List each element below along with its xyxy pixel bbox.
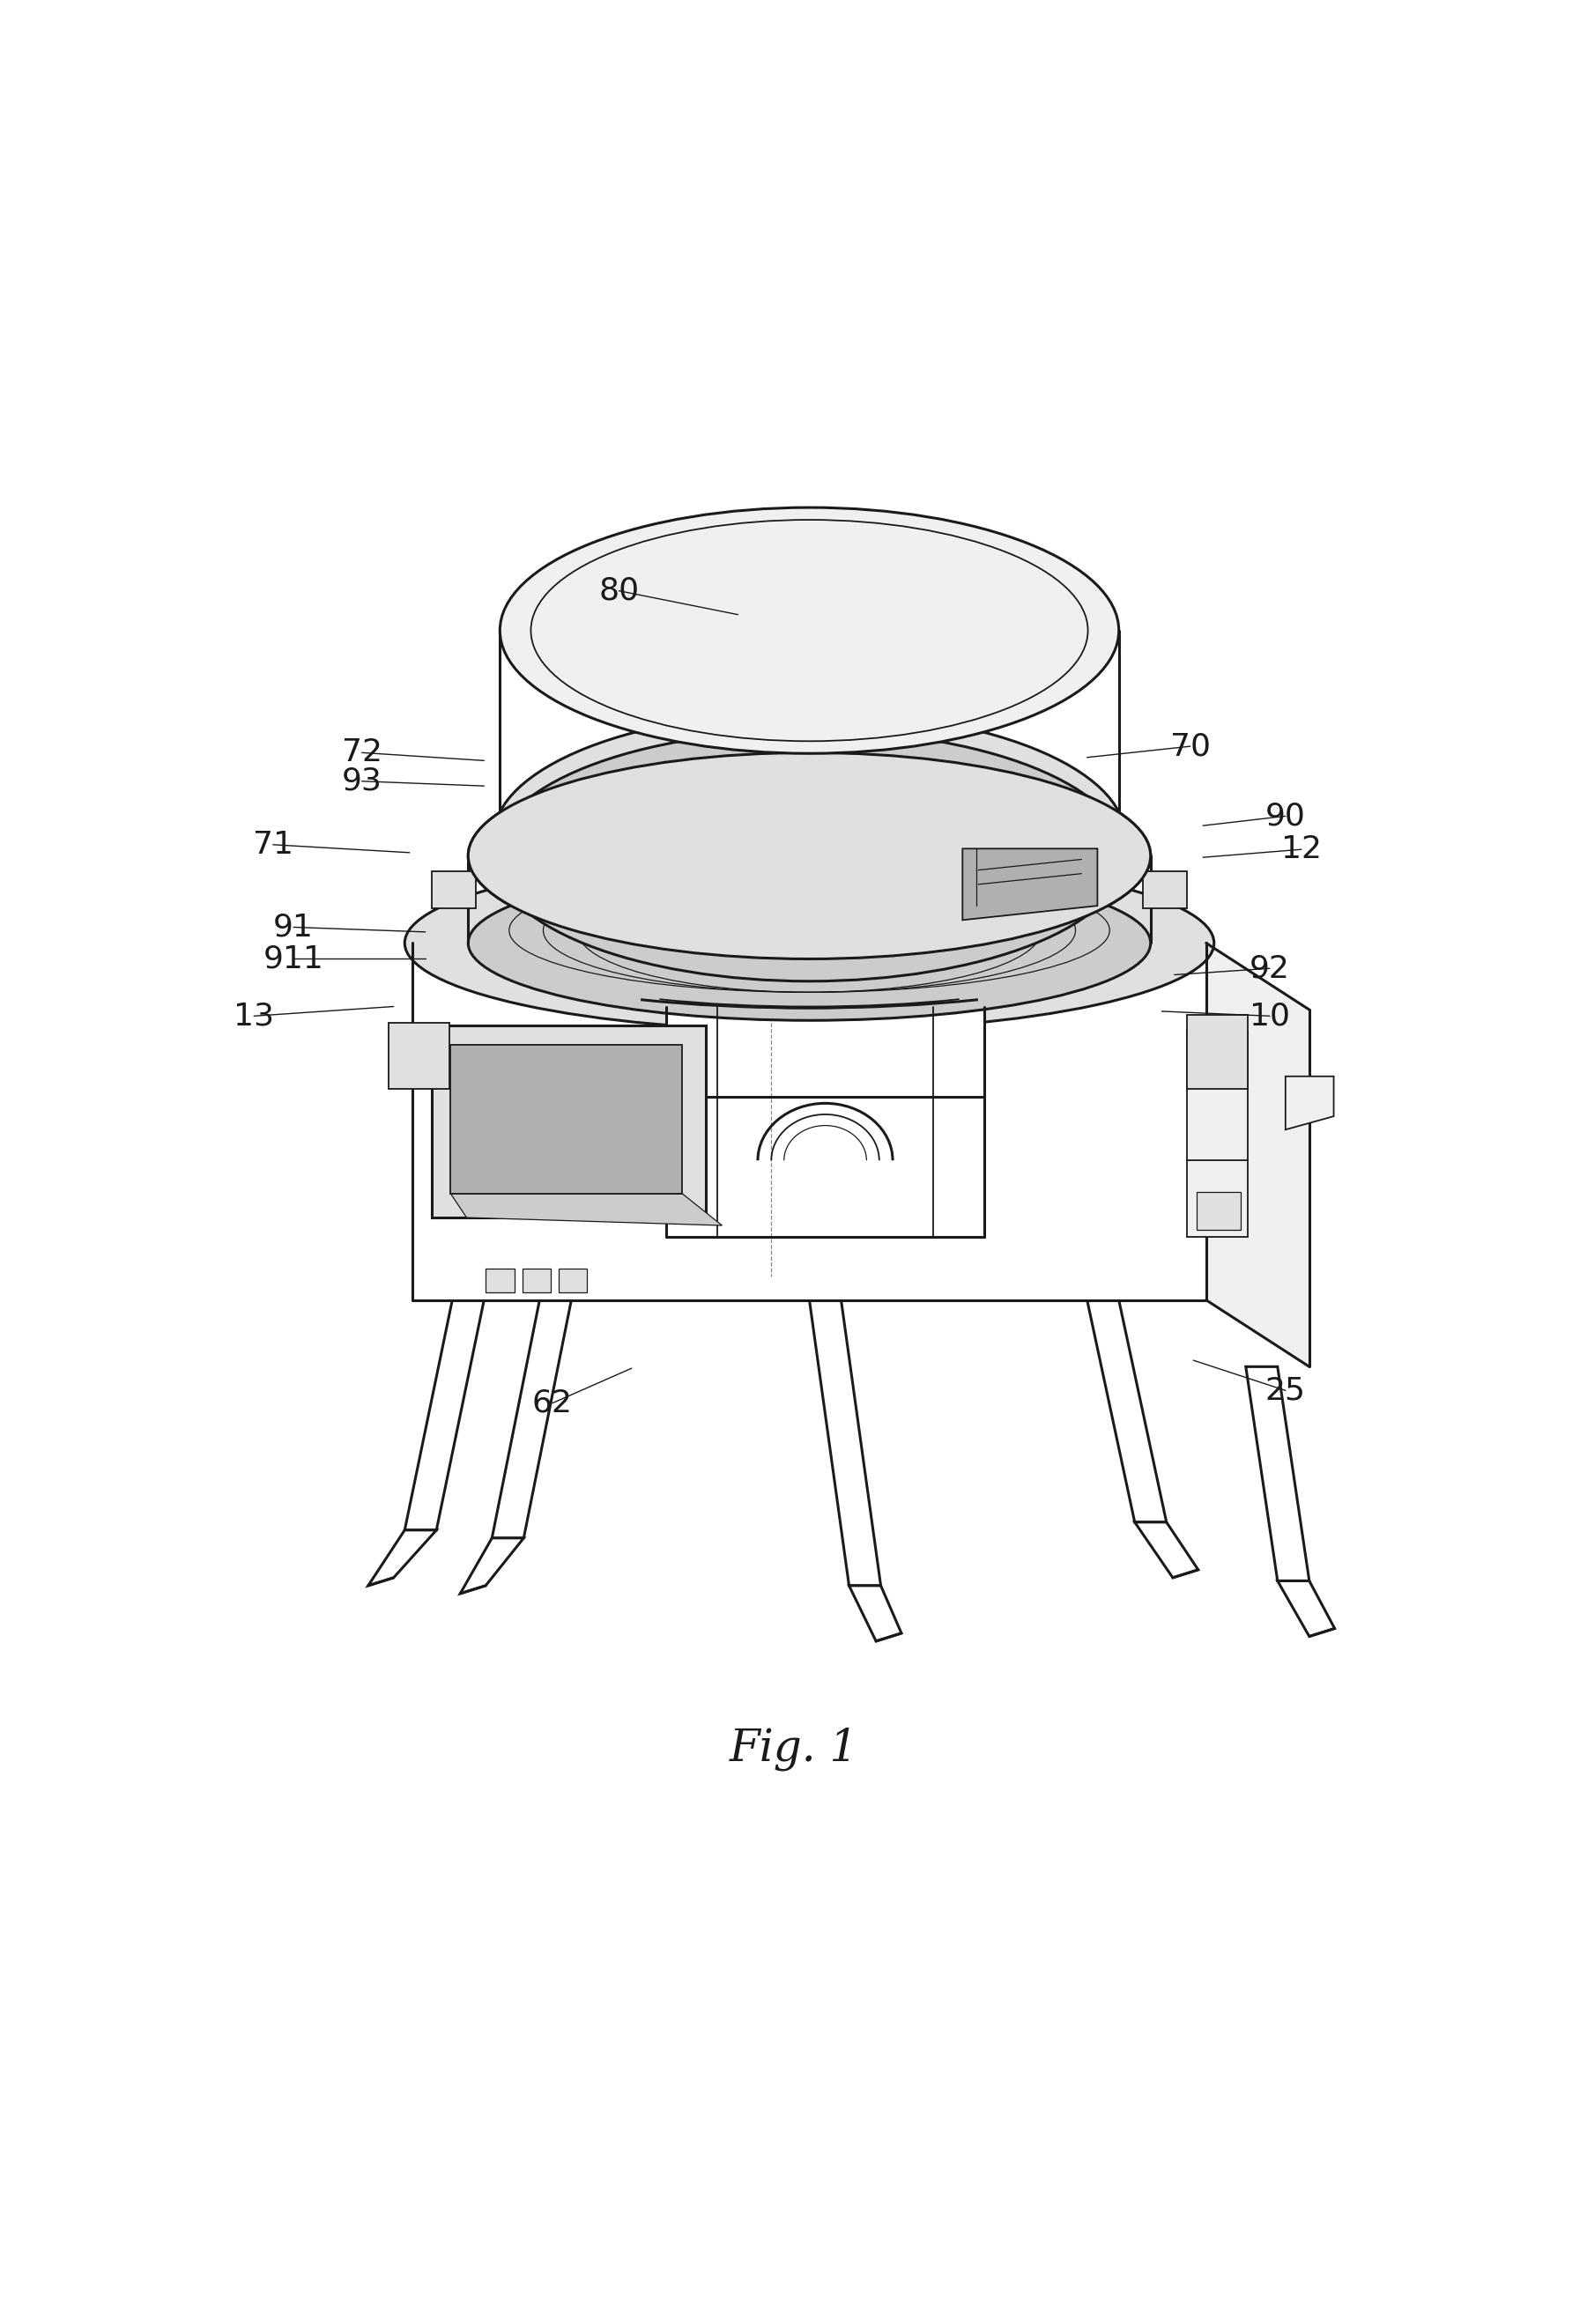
- Polygon shape: [1197, 1192, 1241, 1229]
- Polygon shape: [1187, 1030, 1247, 1236]
- Ellipse shape: [494, 730, 1125, 981]
- Polygon shape: [432, 1025, 706, 1218]
- Polygon shape: [500, 630, 1119, 837]
- Polygon shape: [1187, 1016, 1247, 1090]
- Ellipse shape: [468, 753, 1151, 960]
- Text: 12: 12: [1281, 834, 1322, 865]
- Polygon shape: [432, 872, 476, 909]
- Polygon shape: [451, 1043, 682, 1195]
- Polygon shape: [468, 855, 1151, 944]
- Polygon shape: [1135, 1522, 1198, 1578]
- Polygon shape: [1246, 1367, 1309, 1580]
- Text: 72: 72: [341, 737, 382, 767]
- Ellipse shape: [500, 507, 1119, 753]
- Text: 10: 10: [1249, 1002, 1290, 1032]
- Ellipse shape: [494, 711, 1125, 962]
- Polygon shape: [451, 1195, 722, 1225]
- Polygon shape: [809, 1299, 881, 1585]
- Ellipse shape: [500, 713, 1119, 960]
- Text: 71: 71: [252, 830, 294, 860]
- Polygon shape: [1285, 1076, 1333, 1129]
- Text: Fig. 1: Fig. 1: [728, 1727, 859, 1771]
- Polygon shape: [667, 1006, 984, 1236]
- Text: 13: 13: [233, 1002, 275, 1032]
- Ellipse shape: [495, 760, 1124, 951]
- Polygon shape: [494, 837, 1125, 855]
- Text: 91: 91: [273, 913, 314, 941]
- Polygon shape: [460, 1538, 524, 1594]
- Text: 80: 80: [598, 576, 640, 607]
- Polygon shape: [522, 1269, 551, 1292]
- Text: 90: 90: [1265, 802, 1306, 832]
- Polygon shape: [1206, 944, 1309, 1367]
- Text: 92: 92: [1249, 953, 1290, 983]
- Polygon shape: [405, 1299, 484, 1529]
- Polygon shape: [1143, 872, 1187, 909]
- Text: 93: 93: [341, 767, 382, 797]
- Text: 25: 25: [1265, 1376, 1306, 1406]
- Text: 70: 70: [1170, 732, 1211, 762]
- Polygon shape: [368, 1529, 436, 1585]
- Text: 911: 911: [263, 944, 324, 974]
- Polygon shape: [962, 848, 1097, 920]
- Polygon shape: [559, 1269, 587, 1292]
- Polygon shape: [486, 1269, 514, 1292]
- Ellipse shape: [527, 769, 1092, 941]
- Polygon shape: [413, 944, 1206, 1299]
- Ellipse shape: [468, 867, 1151, 1020]
- Polygon shape: [389, 1023, 449, 1090]
- Ellipse shape: [405, 855, 1214, 1032]
- Ellipse shape: [557, 779, 1062, 932]
- Polygon shape: [1087, 1299, 1166, 1522]
- Polygon shape: [1278, 1580, 1335, 1636]
- Polygon shape: [492, 1299, 571, 1538]
- Ellipse shape: [468, 753, 1151, 960]
- Polygon shape: [849, 1585, 901, 1641]
- Text: 62: 62: [532, 1387, 573, 1418]
